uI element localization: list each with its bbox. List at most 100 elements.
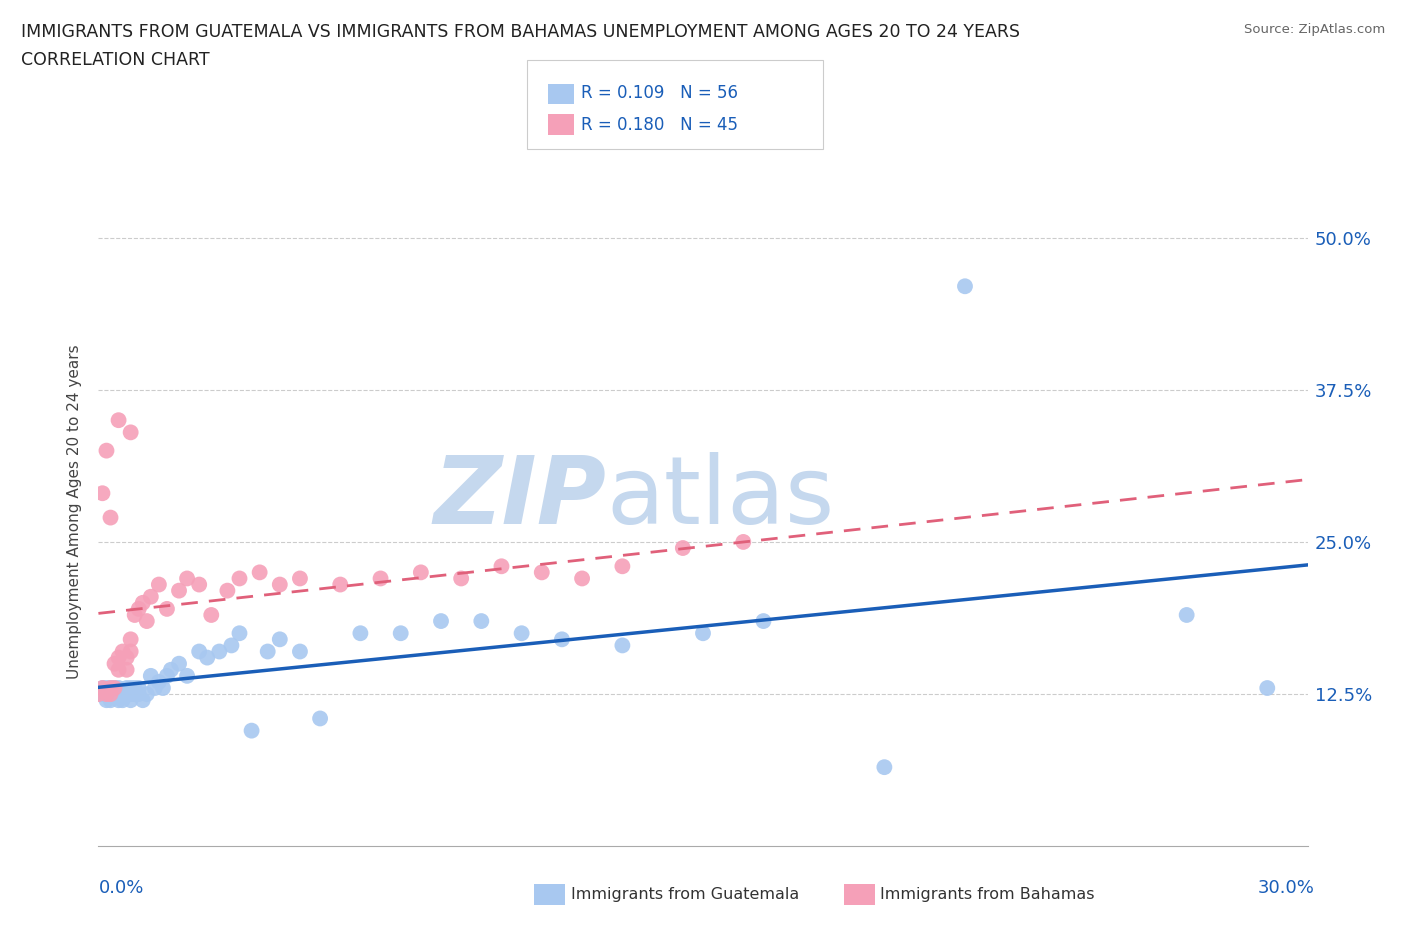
Point — [1256, 681, 1278, 696]
Point — [571, 571, 593, 586]
Point — [692, 626, 714, 641]
Point — [269, 578, 291, 592]
Point — [370, 571, 392, 586]
Point — [176, 571, 198, 586]
Point — [349, 626, 371, 641]
Point — [100, 686, 122, 701]
Point — [111, 693, 134, 708]
Point — [103, 681, 125, 696]
Point — [195, 650, 218, 665]
Point — [91, 485, 114, 500]
Point — [269, 631, 291, 646]
Text: 30.0%: 30.0% — [1258, 879, 1315, 897]
Point — [107, 693, 129, 708]
Point — [91, 681, 114, 696]
Text: CORRELATION CHART: CORRELATION CHART — [21, 51, 209, 69]
Point — [389, 626, 412, 641]
Point — [107, 686, 129, 701]
Point — [115, 650, 138, 665]
Point — [530, 565, 553, 579]
Point — [228, 626, 250, 641]
Point — [91, 686, 114, 701]
Point — [160, 662, 183, 677]
Point — [167, 583, 190, 598]
Text: R = 0.180   N = 45: R = 0.180 N = 45 — [581, 115, 738, 134]
Point — [733, 535, 755, 550]
Point — [103, 686, 125, 701]
Point — [510, 626, 533, 641]
Point — [491, 559, 513, 574]
Point — [612, 638, 634, 653]
Point — [256, 644, 278, 659]
Point — [156, 602, 179, 617]
Point — [128, 686, 150, 701]
Point — [329, 578, 352, 592]
Point — [107, 650, 129, 665]
Point — [188, 644, 211, 659]
Text: Immigrants from Bahamas: Immigrants from Bahamas — [880, 887, 1095, 902]
Text: ZIP: ZIP — [433, 452, 606, 544]
Point — [551, 631, 574, 646]
Point — [96, 693, 118, 708]
Point — [148, 578, 170, 592]
Point — [100, 686, 122, 701]
Point — [143, 681, 166, 696]
Text: Immigrants from Guatemala: Immigrants from Guatemala — [571, 887, 799, 902]
Point — [409, 565, 432, 579]
Point — [752, 614, 775, 629]
Point — [115, 681, 138, 696]
Point — [107, 681, 129, 696]
Point — [167, 657, 190, 671]
Point — [228, 571, 250, 586]
Point — [96, 681, 118, 696]
Point — [120, 681, 142, 696]
Point — [156, 669, 179, 684]
Point — [100, 681, 122, 696]
Point — [115, 686, 138, 701]
Point — [470, 614, 492, 629]
Text: R = 0.109   N = 56: R = 0.109 N = 56 — [581, 84, 738, 102]
Point — [288, 571, 311, 586]
Point — [111, 644, 134, 659]
Text: Source: ZipAtlas.com: Source: ZipAtlas.com — [1244, 23, 1385, 36]
Point — [176, 669, 198, 684]
Point — [132, 595, 155, 610]
Point — [107, 662, 129, 677]
Point — [100, 511, 122, 525]
Point — [100, 681, 122, 696]
Point — [96, 686, 118, 701]
Point — [288, 644, 311, 659]
Point — [128, 681, 150, 696]
Point — [612, 559, 634, 574]
Point — [1175, 607, 1198, 622]
Point — [128, 602, 150, 617]
Point — [124, 686, 146, 701]
Point — [139, 669, 162, 684]
Point — [200, 607, 222, 622]
Point — [132, 693, 155, 708]
Point — [103, 657, 125, 671]
Point — [107, 413, 129, 428]
Point — [148, 674, 170, 689]
Point — [873, 760, 896, 775]
Point — [672, 540, 695, 555]
Point — [91, 681, 114, 696]
Point — [217, 583, 239, 598]
Point — [249, 565, 271, 579]
Point — [135, 614, 157, 629]
Point — [430, 614, 453, 629]
Point — [208, 644, 231, 659]
Point — [120, 686, 142, 701]
Point — [120, 631, 142, 646]
Point — [240, 724, 263, 738]
Point — [221, 638, 243, 653]
Text: 0.0%: 0.0% — [98, 879, 143, 897]
Point — [96, 444, 118, 458]
Text: IMMIGRANTS FROM GUATEMALA VS IMMIGRANTS FROM BAHAMAS UNEMPLOYMENT AMONG AGES 20 : IMMIGRANTS FROM GUATEMALA VS IMMIGRANTS … — [21, 23, 1021, 41]
Point — [124, 681, 146, 696]
Point — [135, 686, 157, 701]
Point — [103, 681, 125, 696]
Point — [188, 578, 211, 592]
Point — [111, 686, 134, 701]
Point — [953, 279, 976, 294]
